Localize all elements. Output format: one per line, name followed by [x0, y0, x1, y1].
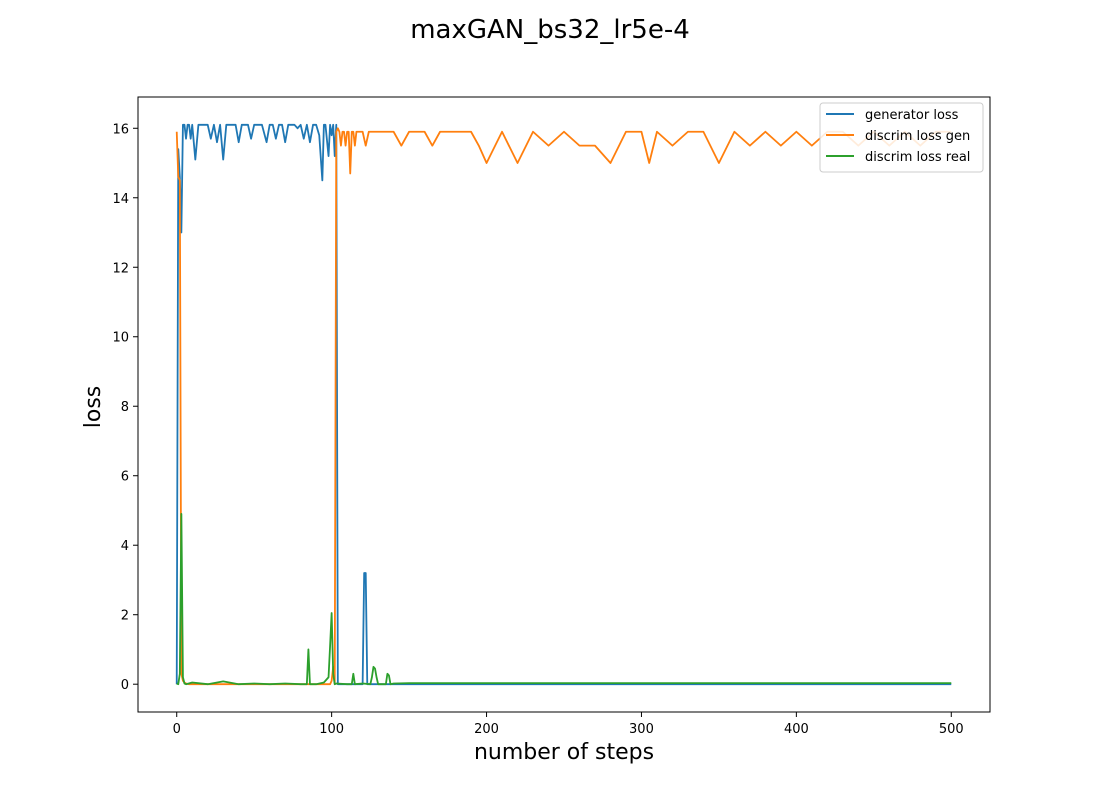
legend: generator loss discrim loss gen discrim lo…	[819, 102, 984, 173]
series-line-2	[175, 127, 952, 686]
x-tick-label: 400	[784, 722, 809, 737]
legend-label: discrim loss real	[865, 150, 970, 165]
y-axis-ticks: 0 2 4 6 8 10 12 14 16	[112, 122, 138, 693]
y-tick-label: 14	[112, 192, 129, 207]
legend-label: generator loss	[865, 108, 959, 123]
x-tick-label: 300	[629, 722, 654, 737]
x-tick-label: 200	[474, 722, 499, 737]
x-tick-label: 500	[939, 722, 964, 737]
y-tick-label: 2	[121, 609, 129, 624]
y-tick-label: 12	[112, 261, 129, 276]
y-tick-label: 8	[121, 400, 129, 415]
y-tick-label: 6	[121, 470, 129, 485]
x-axis-ticks: 0 100 200 300 400 500	[173, 712, 964, 737]
x-tick-label: 0	[173, 722, 181, 737]
x-tick-label: 100	[319, 722, 344, 737]
chart-title: maxGAN_bs32_lr5e-4	[410, 15, 690, 45]
y-tick-label: 4	[121, 539, 129, 554]
plot-frame	[137, 96, 991, 713]
y-axis-label: loss	[81, 386, 106, 429]
y-tick-label: 16	[112, 122, 129, 137]
series-line-3	[176, 513, 952, 686]
legend-label: discrim loss gen	[865, 129, 970, 144]
x-axis-label: number of steps	[474, 740, 654, 765]
legend-box	[819, 102, 984, 173]
y-tick-label: 10	[112, 331, 129, 346]
y-tick-label: 0	[121, 678, 129, 693]
series-line-1	[175, 123, 952, 686]
series-layer	[175, 123, 952, 686]
